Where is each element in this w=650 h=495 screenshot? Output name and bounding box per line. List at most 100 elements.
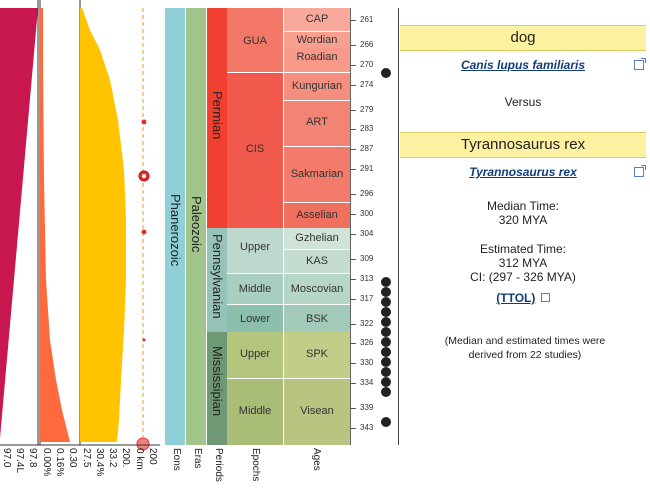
study-dot[interactable] xyxy=(381,387,391,397)
age-roadian[interactable]: Roadian xyxy=(284,48,350,73)
taxon-a-header: dog xyxy=(400,25,646,51)
epoch-upper-penn[interactable]: Upper xyxy=(227,228,283,274)
epoch-lower-penn[interactable]: Lower xyxy=(227,305,283,332)
age-tick xyxy=(350,323,356,325)
age-kungurian[interactable]: Kungurian xyxy=(284,73,350,101)
impact-tick-label: 200 xyxy=(147,448,158,465)
external-link-icon[interactable] xyxy=(634,58,646,70)
age-tick-label: 296 xyxy=(360,189,374,199)
age-tick-label: 279 xyxy=(360,104,374,114)
age-visean[interactable]: Visean xyxy=(284,379,350,445)
column-label-eons: Eons xyxy=(171,448,182,471)
age-tick xyxy=(350,428,356,429)
age-tick-label: 334 xyxy=(360,378,374,388)
age-tick xyxy=(350,363,356,365)
study-dot[interactable] xyxy=(381,297,391,307)
impact-marker[interactable] xyxy=(142,174,146,178)
epoch-middle-penn[interactable]: Middle xyxy=(227,274,283,305)
age-spk[interactable]: SPK xyxy=(284,332,350,379)
temp-tick-label: 30.4% xyxy=(94,448,105,477)
age-tick xyxy=(350,298,356,300)
o2-area xyxy=(0,8,38,438)
study-dot[interactable] xyxy=(381,277,391,287)
co2-tick-label: 0.16% xyxy=(54,448,65,477)
period-mississipian[interactable]: Mississipian xyxy=(207,332,227,445)
study-dot[interactable] xyxy=(381,327,391,337)
age-tick-label: 304 xyxy=(360,228,374,238)
epoch-gua[interactable]: GUA xyxy=(227,8,283,73)
study-dot[interactable] xyxy=(381,287,391,297)
o2-tick-label: 97.0 xyxy=(1,448,12,468)
confidence-interval: CI: (297 - 326 MYA) xyxy=(470,270,576,284)
study-dot[interactable] xyxy=(381,347,391,357)
age-tick-label: 291 xyxy=(360,164,374,174)
age-tick xyxy=(350,129,356,131)
study-dot[interactable] xyxy=(381,417,391,427)
epoch-cis[interactable]: CIS xyxy=(227,73,283,228)
study-dot[interactable] xyxy=(381,317,391,327)
impact-marker[interactable] xyxy=(141,229,147,235)
versus-text: Versus xyxy=(504,95,542,109)
eon-label: Phanerozoic xyxy=(168,194,183,267)
age-tick xyxy=(350,109,356,111)
study-dot[interactable] xyxy=(381,377,391,387)
impact-marker[interactable] xyxy=(141,119,147,125)
age-tick-label: 266 xyxy=(360,39,374,49)
study-dot[interactable] xyxy=(381,337,391,347)
age-tick xyxy=(350,20,356,21)
taxon-b-link[interactable]: Tyrannosaurus rex xyxy=(469,165,577,179)
era-label: Paleozoic xyxy=(189,196,204,253)
impact-marker[interactable] xyxy=(142,338,146,342)
age-wordian[interactable]: Wordian xyxy=(284,32,350,48)
eon-phanerozoic[interactable]: Phanerozoic xyxy=(165,8,185,445)
age-tick-label: 343 xyxy=(360,423,374,432)
age-tick xyxy=(350,233,356,235)
impact-marker[interactable] xyxy=(136,437,150,451)
age-kas[interactable]: KAS xyxy=(284,250,350,274)
external-link-icon[interactable] xyxy=(540,293,550,302)
age-tick xyxy=(350,258,356,260)
study-dot[interactable] xyxy=(381,68,391,78)
ttol-link[interactable]: (TTOL) xyxy=(496,291,536,305)
age-tick-label: 300 xyxy=(360,209,374,219)
age-axis xyxy=(350,8,351,445)
taxon-b-link-row: Tyrannosaurus rex xyxy=(400,165,646,179)
temperature-area xyxy=(80,8,126,442)
study-dot[interactable] xyxy=(381,307,391,317)
age-tick xyxy=(350,44,356,46)
age-tick xyxy=(350,408,356,410)
era-paleozoic[interactable]: Paleozoic xyxy=(186,8,206,445)
age-tick-label: 313 xyxy=(360,273,374,283)
age-tick xyxy=(350,64,356,66)
age-asselian[interactable]: Asselian xyxy=(284,203,350,228)
age-art[interactable]: ART xyxy=(284,101,350,147)
epoch-middle-miss[interactable]: Middle xyxy=(227,379,283,445)
age-sakmarian[interactable]: Sakmarian xyxy=(284,147,350,203)
period-label: Pennsylvanian xyxy=(210,234,225,319)
impact-tick-label: 200. xyxy=(120,448,131,468)
age-tick-label: 326 xyxy=(360,338,374,348)
age-moscovian[interactable]: Moscovian xyxy=(284,274,350,305)
age-cap[interactable]: CAP xyxy=(284,8,350,32)
age-tick xyxy=(350,169,356,171)
temp-tick-label: 27.5 xyxy=(81,448,92,468)
impact-tick-label: 0 km xyxy=(134,448,145,470)
epoch-upper-miss[interactable]: Upper xyxy=(227,332,283,379)
o2-tick-label: 97.4L xyxy=(14,448,25,474)
co2-area xyxy=(40,8,70,442)
age-gzhelian[interactable]: Gzhelian xyxy=(284,228,350,250)
age-tick-label: 287 xyxy=(360,144,374,154)
period-pennsylvanian[interactable]: Pennsylvanian xyxy=(207,228,227,332)
epoch-column: GUA CIS Upper Middle Lower Upper Middle xyxy=(227,8,283,445)
external-link-icon[interactable] xyxy=(634,165,646,177)
study-dot[interactable] xyxy=(381,367,391,377)
age-bsk[interactable]: BSK xyxy=(284,305,350,332)
taxon-a-link[interactable]: Canis lupus familiaris xyxy=(460,58,586,72)
age-column: CAP Wordian Roadian Kungurian ART Sakmar… xyxy=(284,8,350,445)
period-permian[interactable]: Permian xyxy=(207,8,227,228)
study-dot[interactable] xyxy=(381,357,391,367)
age-tick-label: 322 xyxy=(360,318,374,328)
age-tick-label: 283 xyxy=(360,124,374,134)
age-tick-label: 270 xyxy=(360,59,374,69)
period-label: Permian xyxy=(210,91,225,140)
